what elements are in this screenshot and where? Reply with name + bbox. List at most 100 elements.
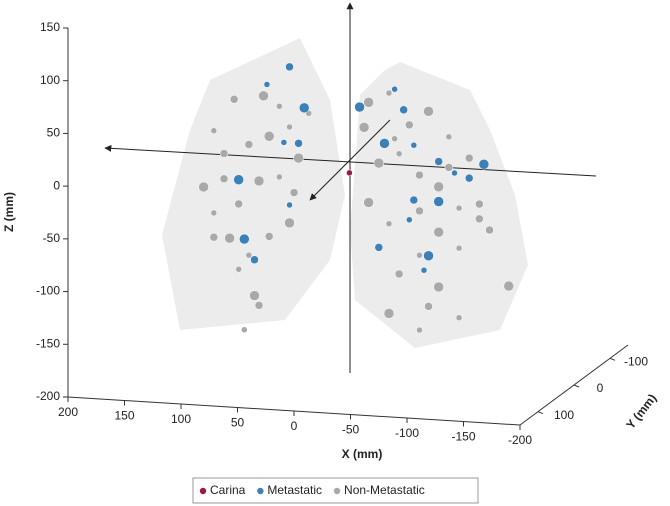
lateral-axis-arrow bbox=[104, 144, 597, 177]
legend: Carina Metastatic Non-Metastatic bbox=[199, 483, 425, 497]
data-point bbox=[224, 232, 235, 244]
data-point bbox=[379, 138, 390, 149]
x-axis-title: X (mm) bbox=[342, 447, 383, 461]
data-point bbox=[286, 123, 293, 131]
legend-label: Carina bbox=[210, 483, 246, 497]
data-point bbox=[346, 169, 353, 177]
data-point bbox=[433, 226, 444, 238]
data-point bbox=[405, 120, 414, 130]
data-point bbox=[420, 266, 428, 274]
legend-marker bbox=[257, 487, 264, 495]
data-point bbox=[245, 251, 253, 259]
legend-marker bbox=[333, 487, 341, 495]
data-point bbox=[451, 169, 458, 177]
y-axis-title: Y (mm) bbox=[623, 391, 659, 431]
data-point bbox=[241, 326, 248, 333]
data-point bbox=[250, 255, 259, 264]
data-point bbox=[423, 106, 434, 117]
x-tick-label: 0 bbox=[291, 419, 298, 433]
y-tick bbox=[537, 411, 544, 415]
data-point bbox=[444, 163, 454, 172]
data-point bbox=[263, 130, 275, 142]
body-axes bbox=[104, 2, 597, 373]
data-point bbox=[464, 153, 474, 163]
data-point bbox=[410, 141, 418, 149]
x-tick-label: -200 bbox=[508, 433, 532, 447]
x-tick-label: -100 bbox=[395, 426, 419, 440]
x-tick-label: -50 bbox=[342, 423, 360, 437]
points bbox=[198, 62, 514, 334]
data-point bbox=[276, 173, 283, 181]
x-tick-label: 100 bbox=[171, 412, 191, 426]
legend-label: Metastatic bbox=[267, 483, 322, 497]
data-point bbox=[219, 174, 229, 184]
data-point bbox=[298, 102, 310, 114]
data-point bbox=[253, 175, 265, 187]
y-tick-label: 100 bbox=[554, 408, 574, 422]
legend-marker bbox=[199, 487, 207, 495]
data-point bbox=[391, 135, 398, 142]
data-point bbox=[358, 122, 370, 133]
data-point bbox=[475, 199, 484, 209]
data-point bbox=[235, 266, 242, 273]
data-point bbox=[409, 195, 419, 205]
data-point bbox=[354, 101, 365, 113]
z-tick-label: 0 bbox=[53, 178, 60, 192]
data-point bbox=[263, 81, 271, 88]
data-point bbox=[374, 243, 384, 252]
data-point bbox=[455, 244, 463, 252]
z-tick-label: 50 bbox=[47, 126, 61, 140]
data-point bbox=[424, 302, 433, 311]
depth-axis-arrow bbox=[309, 119, 391, 201]
data-point bbox=[478, 159, 490, 170]
data-point bbox=[464, 173, 474, 183]
z-tick-label: 100 bbox=[40, 73, 60, 87]
left-lung bbox=[162, 38, 345, 330]
data-point bbox=[433, 196, 444, 207]
data-point bbox=[434, 157, 443, 166]
data-point bbox=[233, 174, 244, 185]
data-point bbox=[433, 181, 444, 193]
data-point bbox=[229, 95, 239, 104]
data-point bbox=[286, 201, 293, 209]
z-tick-label: -50 bbox=[43, 231, 61, 245]
lung-shapes bbox=[162, 38, 528, 348]
data-point bbox=[284, 217, 295, 229]
data-point bbox=[264, 232, 274, 241]
data-point bbox=[455, 204, 463, 212]
y-tick-label: -100 bbox=[624, 355, 648, 369]
data-point bbox=[503, 280, 514, 292]
data-point bbox=[373, 157, 385, 169]
axes-frame bbox=[63, 27, 629, 430]
data-point bbox=[406, 216, 413, 224]
data-point bbox=[254, 301, 264, 310]
y-tick bbox=[573, 384, 580, 388]
data-point bbox=[485, 225, 494, 235]
data-point bbox=[385, 220, 393, 228]
data-point bbox=[249, 290, 260, 301]
x-tick-label: -150 bbox=[451, 430, 475, 444]
data-point bbox=[210, 209, 218, 217]
data-point bbox=[234, 199, 243, 209]
data-point bbox=[363, 197, 374, 208]
z-axis-title: Z (mm) bbox=[2, 192, 16, 232]
data-point bbox=[294, 139, 303, 148]
z-tick-label: -150 bbox=[36, 336, 60, 350]
data-point bbox=[399, 105, 408, 115]
y-tick-label: 0 bbox=[597, 381, 604, 395]
data-point bbox=[394, 269, 404, 279]
data-point bbox=[415, 206, 424, 216]
data-point bbox=[423, 250, 434, 262]
x-tick-label: 150 bbox=[114, 409, 134, 423]
data-point bbox=[455, 314, 463, 321]
data-point bbox=[285, 62, 294, 72]
data-point bbox=[363, 97, 374, 108]
data-point bbox=[198, 181, 209, 193]
data-point bbox=[415, 170, 424, 180]
data-point bbox=[258, 90, 269, 102]
data-point bbox=[293, 152, 304, 164]
data-point bbox=[239, 233, 250, 245]
data-point bbox=[385, 89, 393, 97]
data-point bbox=[209, 232, 219, 242]
data-point bbox=[244, 140, 254, 149]
